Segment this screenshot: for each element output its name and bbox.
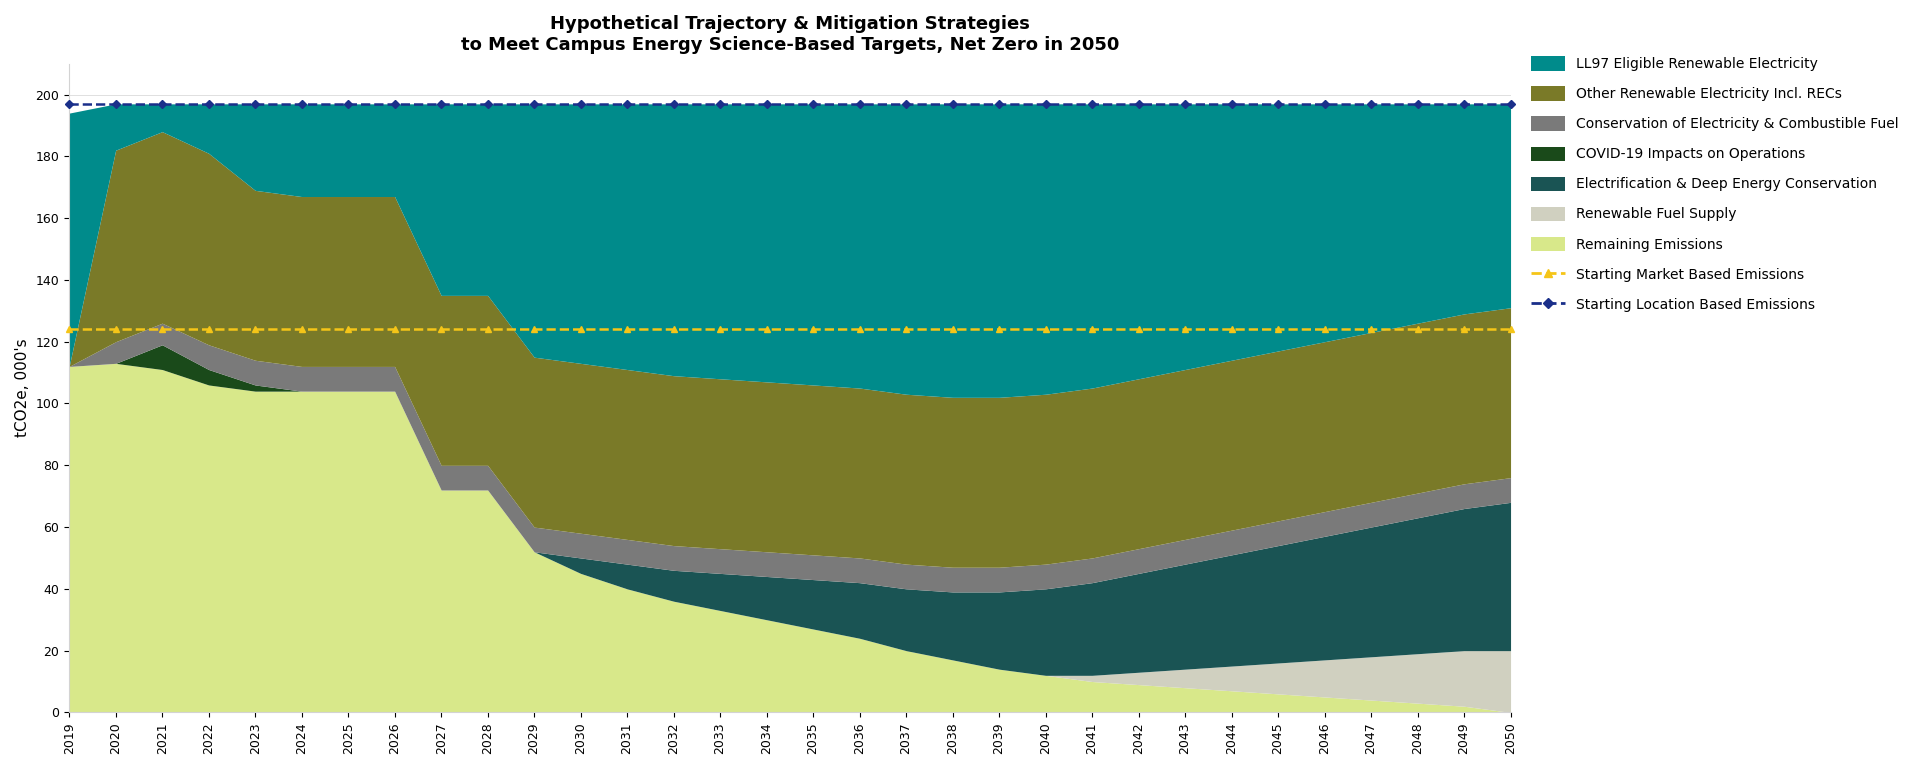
Legend: LL97 Eligible Renewable Electricity, Other Renewable Electricity Incl. RECs, Con: LL97 Eligible Renewable Electricity, Oth… [1524, 51, 1905, 318]
Y-axis label: tCO2e, 000's: tCO2e, 000's [15, 338, 31, 438]
Title: Hypothetical Trajectory & Mitigation Strategies
to Meet Campus Energy Science-Ba: Hypothetical Trajectory & Mitigation Str… [461, 15, 1119, 54]
